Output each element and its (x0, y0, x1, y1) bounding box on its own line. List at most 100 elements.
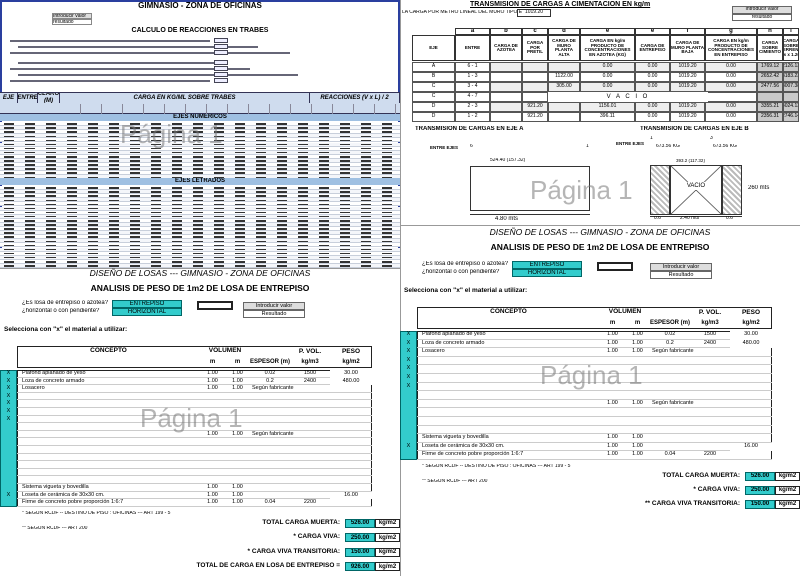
value-stub (130, 135, 140, 138)
value-stub (319, 187, 329, 189)
select-mark[interactable]: X (406, 339, 411, 346)
table-cell: 0.00 (705, 72, 757, 82)
column-header: PESO (341, 347, 361, 355)
select-mark[interactable]: X (406, 374, 411, 380)
total-value: 526.00 (345, 518, 375, 528)
value-stub (235, 240, 245, 243)
value-stub (298, 215, 308, 218)
value-stub (172, 195, 182, 197)
value-stub (130, 228, 140, 230)
value-stub (4, 160, 14, 162)
value-stub (151, 232, 161, 234)
input-button[interactable]: Introducir valor (650, 263, 712, 271)
value-stub (340, 203, 350, 206)
value-stub (88, 256, 98, 259)
table-cell: 2400 (703, 339, 717, 346)
value-stub (277, 160, 287, 162)
total-label: TOTAL DE CARGA EN LOSA DE ENTREPISO = (196, 562, 340, 570)
value-stub (109, 261, 119, 263)
select-mark[interactable]: X (406, 356, 411, 363)
value-stub (88, 265, 98, 267)
answer-dropdown[interactable]: HORIZONTAL (512, 269, 582, 277)
value-stub (256, 168, 266, 170)
value-stub (361, 131, 371, 133)
value-stub (25, 151, 35, 154)
value-stub (382, 265, 392, 267)
select-mark[interactable]: X (6, 385, 11, 392)
value-stub (25, 143, 35, 146)
table-cell (705, 92, 757, 102)
value-stub (67, 172, 77, 174)
note: * SEGÚN RCDF -- DESTINO DE PISO : OFICIN… (22, 510, 171, 516)
input-box (197, 301, 233, 310)
value-stub (130, 168, 140, 170)
value-stub (88, 203, 98, 206)
group-band: EJES LETRADOS (0, 178, 400, 185)
value-stub (361, 156, 371, 158)
value-stub (319, 176, 329, 179)
value-stub (256, 151, 266, 154)
value-stub (298, 248, 308, 251)
value-stub (235, 244, 245, 247)
value-stub (340, 224, 350, 226)
select-mark[interactable]: X (6, 491, 11, 498)
table-cell: 1019.20 (670, 102, 705, 112)
value-stub (382, 139, 392, 142)
select-mark[interactable]: X (406, 382, 411, 389)
table-cell: 1122.00 (548, 72, 580, 82)
column-header: P. VOL. (698, 308, 722, 316)
table-cell: 1019.20 (670, 112, 705, 122)
value-stub (214, 248, 224, 251)
column-letter: e (635, 28, 670, 35)
table-cell: Sistema vigueta y bovedilla (22, 484, 89, 490)
value-stub (382, 123, 392, 125)
question: ¿horizontal o con pendiente? (22, 308, 100, 314)
value-stub (4, 232, 14, 234)
value-stub (4, 203, 14, 206)
input-cell (214, 44, 228, 49)
column-letter: a (455, 28, 490, 35)
value-stub (235, 211, 245, 214)
value-stub (46, 248, 56, 251)
answer-dropdown[interactable]: ENTREPISO (112, 300, 182, 308)
select-mark[interactable]: X (6, 408, 11, 414)
value-stub (130, 127, 140, 129)
table-cell: 4 - 7 (455, 92, 490, 102)
value-stub (67, 261, 77, 263)
select-mark[interactable]: X (6, 370, 11, 376)
column-header: CARGA POR PRETIL (522, 35, 548, 61)
value-stub (172, 160, 182, 162)
select-mark[interactable]: X (406, 348, 411, 355)
void-block (670, 165, 722, 215)
column-header: CARGA EN kg/m PRODUCTO DE CONCENTRACIONE… (705, 35, 757, 61)
value-stub (172, 215, 182, 218)
select-mark[interactable]: X (406, 331, 411, 337)
input-button[interactable]: Introducir valor (732, 6, 792, 14)
answer-dropdown[interactable]: ENTREPISO (512, 261, 582, 269)
value-stub (4, 123, 14, 125)
input-cell (214, 60, 228, 65)
input-button[interactable]: Introducir valor (243, 302, 305, 310)
table-cell: 3 - 4 (455, 82, 490, 92)
value-stub (151, 240, 161, 243)
select-mark[interactable]: X (6, 392, 11, 399)
column-header: CARGA DE MURO PLANTA ALTA (548, 35, 580, 61)
result-box: resultado (732, 14, 792, 21)
row-line (17, 475, 372, 477)
value-stub (25, 215, 35, 218)
value-stub (235, 172, 245, 174)
value-stub (319, 232, 329, 234)
select-mark[interactable]: X (406, 442, 411, 449)
select-mark[interactable]: X (6, 400, 11, 407)
select-mark[interactable]: X (6, 415, 11, 422)
value-stub (298, 265, 308, 267)
select-mark[interactable]: X (6, 377, 11, 384)
select-mark[interactable]: X (406, 365, 411, 372)
value-stub (277, 261, 287, 263)
value-stub (88, 139, 98, 142)
answer-dropdown[interactable]: HORIZONTAL (112, 308, 182, 316)
value-stub (340, 240, 350, 243)
input-cell (214, 38, 228, 43)
table-cell: Según fabricante (252, 385, 294, 392)
watermark: Página 1 (530, 176, 633, 205)
